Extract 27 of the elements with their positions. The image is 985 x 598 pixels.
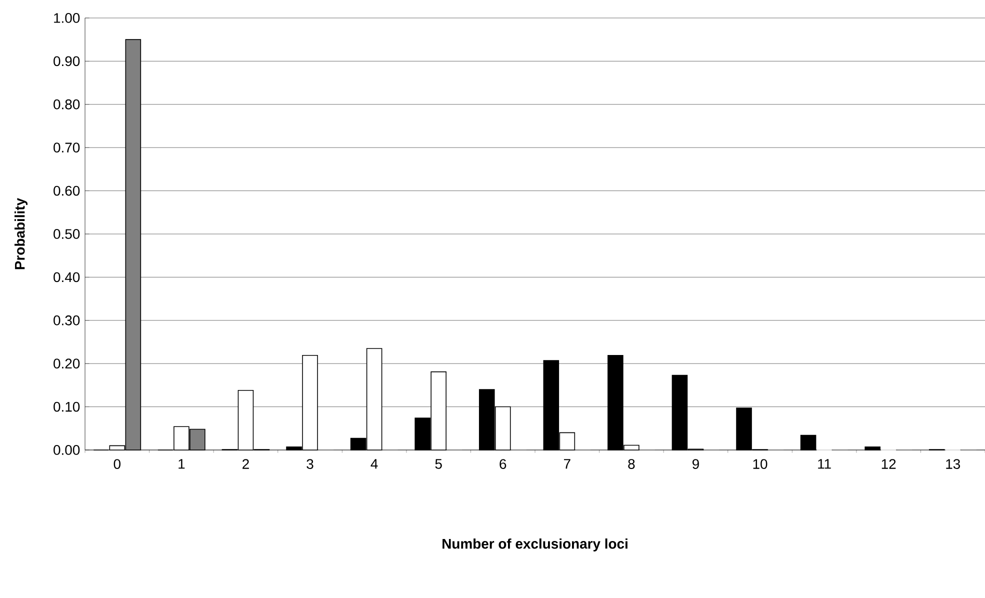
y-tick-label: 0.00 [54,445,80,455]
x-tick-label: 12 [882,459,896,469]
y-tick-label: 0.10 [54,402,80,412]
y-tick-label: 0.70 [54,142,80,153]
x-tick-label: 3 [306,459,314,469]
y-axis-title: Probability [14,198,28,270]
x-tick-label: 0 [114,459,120,469]
y-tick-label: 0.80 [54,99,80,110]
x-tick-label: 5 [435,459,442,469]
x-tick-label: 1 [178,459,185,469]
y-tick-label: 0.60 [54,186,80,196]
x-tick-label: 11 [818,459,831,469]
y-tick-label: 0.90 [54,56,80,66]
x-axis-title: Number of exclusionary loci [442,538,628,552]
x-tick-label: 7 [564,459,570,469]
x-tick-label: 13 [946,459,960,469]
y-tick-label: 0.30 [54,315,80,326]
x-tick-label: 10 [753,459,768,469]
x-tick-label: 6 [500,459,506,469]
x-tick-label: 8 [628,459,635,469]
x-tick-label: 9 [692,459,699,469]
y-tick-label: 1.00 [54,13,80,23]
x-tick-label: 4 [370,459,378,469]
x-tick-label: 2 [242,459,249,469]
y-tick-label: 0.50 [54,229,80,239]
y-tick-label: 0.40 [54,272,80,282]
y-tick-label: 0.20 [54,358,80,369]
